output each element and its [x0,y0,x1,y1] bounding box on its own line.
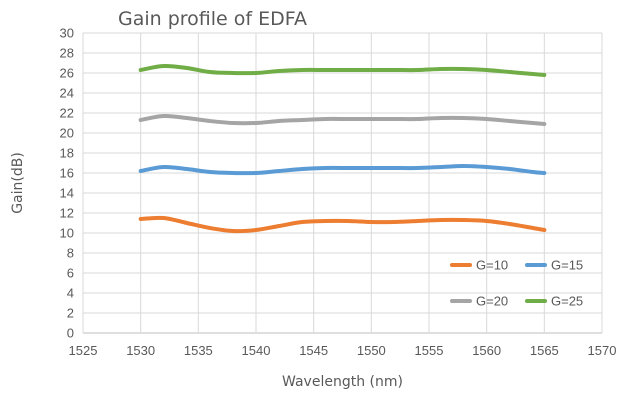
x-axis-title: Wavelength (nm) [282,374,403,390]
x-tick-label: 1535 [184,343,213,358]
x-tick-label: 1570 [588,343,617,358]
x-tick-label: 1550 [357,343,386,358]
series-line-g20 [138,113,547,126]
y-tick-label: 22 [60,106,74,121]
series-line-g10 [138,215,547,234]
y-tick-label: 28 [60,46,74,61]
y-tick-label: 14 [60,186,74,201]
y-tick-label: 30 [60,26,74,41]
y-tick-label: 4 [67,286,74,301]
y-tick-label: 16 [60,166,74,181]
series-line-g25 [138,63,547,77]
legend-label-g20: G=20 [476,294,508,309]
y-tick-label: 8 [67,246,74,261]
y-tick-label: 18 [60,146,74,161]
x-tick-label: 1565 [530,343,559,358]
y-tick-label: 6 [67,266,74,281]
x-tick-label: 1560 [472,343,501,358]
chart-title: Gain profile of EDFA [118,8,307,30]
y-tick-label: 24 [60,86,74,101]
x-tick-label: 1525 [69,343,98,358]
y-tick-label: 12 [60,206,74,221]
x-tick-label: 1530 [126,343,155,358]
y-tick-label: 20 [60,126,74,141]
y-tick-label: 2 [67,306,74,321]
legend-label-g15: G=15 [551,258,583,273]
y-tick-label: 0 [67,326,74,341]
y-tick-label: 26 [60,66,74,81]
series-line-g15 [138,164,547,176]
x-tick-label: 1540 [242,343,271,358]
y-axis-title: Gain(dB) [10,152,26,214]
legend-label-g25: G=25 [551,294,583,309]
x-tick-label: 1555 [415,343,444,358]
x-tick-label: 1545 [299,343,328,358]
legend-label-g10: G=10 [476,258,508,273]
y-tick-label: 10 [60,226,74,241]
